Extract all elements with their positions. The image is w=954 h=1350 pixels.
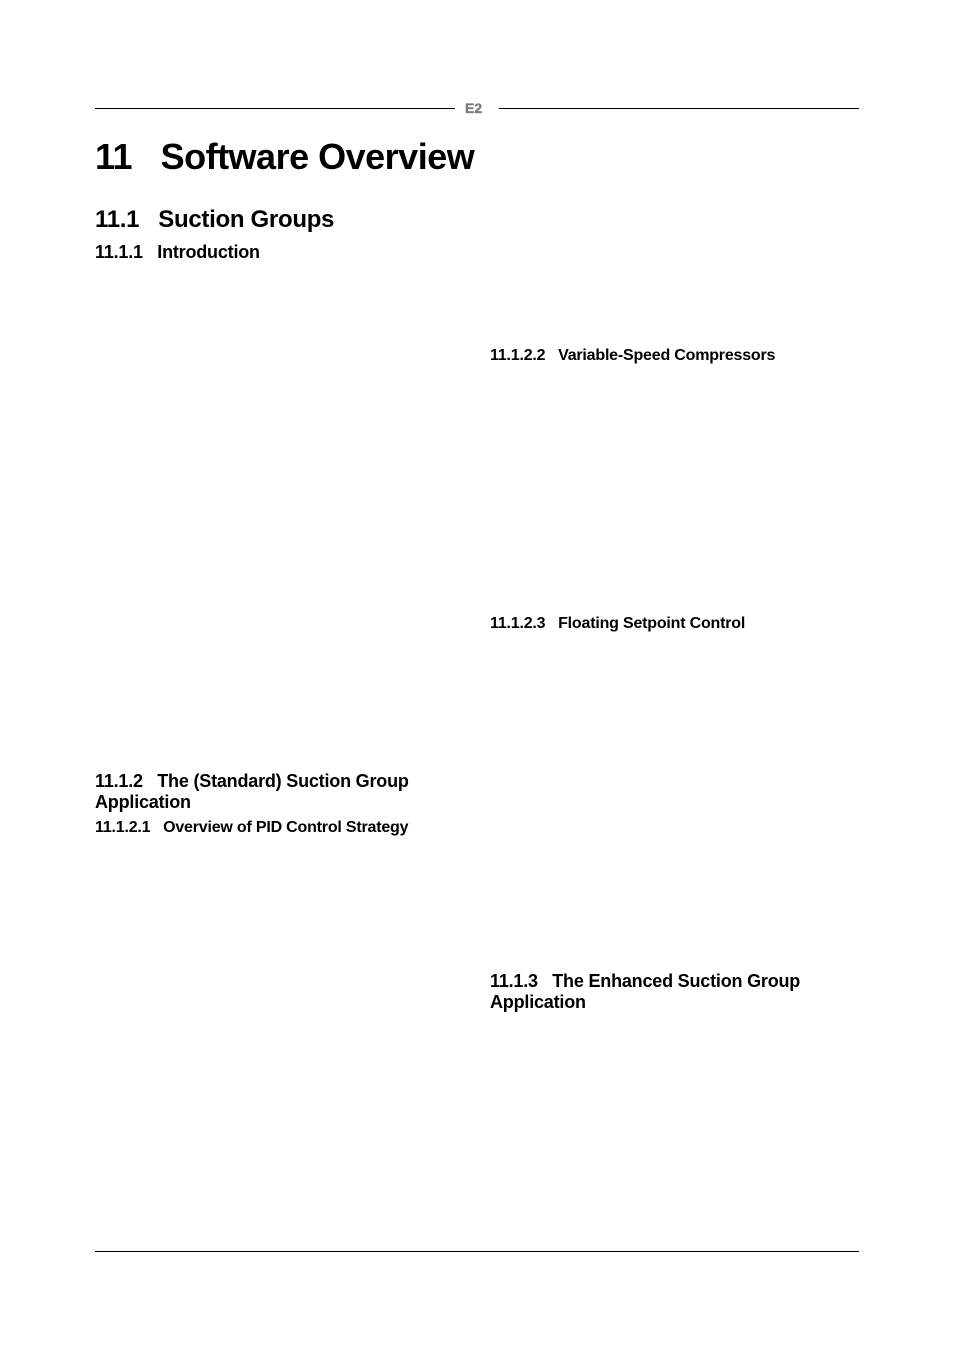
subsubsection-title-text: Overview of PID Control Strategy <box>163 819 408 836</box>
footer-divider <box>95 1251 859 1252</box>
section-11-1-2-2-title: 11.1.2.2 Variable-Speed Compressors <box>490 347 775 365</box>
section-11-1-2-3-title: 11.1.2.3 Floating Setpoint Control <box>490 615 745 633</box>
subsection-title-text: The (Standard) Suction Group Application <box>95 771 409 812</box>
subsubsection-number: 11.1.2.2 <box>490 347 545 364</box>
section-title-text: Suction Groups <box>158 206 334 233</box>
section-11-1-2-1-title: 11.1.2.1 Overview of PID Control Strateg… <box>95 819 465 837</box>
header-line-left <box>95 108 455 109</box>
subsubsection-number: 11.1.2.3 <box>490 615 545 632</box>
chapter-title: 11 Software Overview <box>95 136 859 178</box>
header-line-right <box>499 108 859 109</box>
subsubsection-number: 11.1.2.1 <box>95 819 150 836</box>
chapter-number: 11 <box>95 136 132 177</box>
subsection-number: 11.1.3 <box>490 971 538 991</box>
header-divider: E2 <box>95 100 859 116</box>
left-column: 11.1 Suction Groups 11.1.1 Introduction … <box>95 206 465 263</box>
section-11-1-2-group: 11.1.2 The (Standard) Suction Group Appl… <box>95 771 465 837</box>
e2-logo-icon: E2 <box>463 100 491 116</box>
subsubsection-title-text: Variable-Speed Compressors <box>558 347 775 364</box>
subsection-number: 11.1.2 <box>95 771 143 791</box>
section-11-1-1-title: 11.1.1 Introduction <box>95 242 465 263</box>
section-11-1-2-title: 11.1.2 The (Standard) Suction Group Appl… <box>95 771 465 813</box>
section-number: 11.1 <box>95 206 139 233</box>
chapter-title-text: Software Overview <box>161 136 475 177</box>
section-11-1-3-title: 11.1.3 The Enhanced Suction Group Applic… <box>490 971 860 1013</box>
svg-text:E2: E2 <box>465 100 482 116</box>
subsection-number: 11.1.1 <box>95 242 143 262</box>
section-11-1-title: 11.1 Suction Groups <box>95 206 465 234</box>
subsection-title-text: Introduction <box>157 242 260 262</box>
subsubsection-title-text: Floating Setpoint Control <box>558 615 745 632</box>
content-area: 11.1 Suction Groups 11.1.1 Introduction … <box>95 206 859 1206</box>
